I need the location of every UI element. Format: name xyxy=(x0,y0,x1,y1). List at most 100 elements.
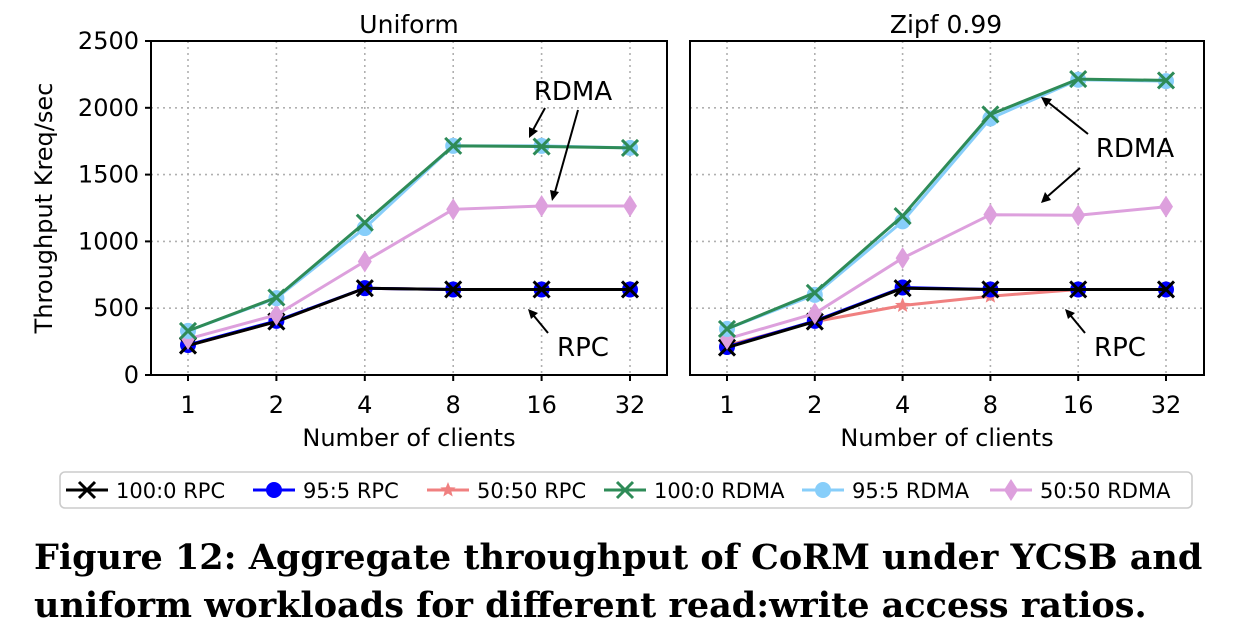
series-line-100-0-rpc xyxy=(726,286,1166,350)
x-tick-label: 8 xyxy=(983,391,998,419)
legend-marker xyxy=(1004,479,1018,501)
legend-label: 95:5 RPC xyxy=(303,479,399,503)
x-tick-label: 16 xyxy=(1063,391,1094,419)
data-point-100-0-rpc xyxy=(532,280,551,299)
x-tick-label: 1 xyxy=(719,391,734,419)
annotation-rpc: RPC xyxy=(557,333,609,363)
x-tick-label: 4 xyxy=(895,391,910,419)
y-tick-label: 0 xyxy=(124,361,139,389)
data-point-50-50-rpc xyxy=(895,297,911,312)
y-tick-label: 2000 xyxy=(78,94,139,122)
x-tick-label: 32 xyxy=(1151,391,1182,419)
data-point-100-0-rdma xyxy=(267,288,286,307)
arrowhead xyxy=(1041,192,1051,203)
legend-marker xyxy=(77,480,97,500)
legend-item-95-5-rpc: 95:5 RPC xyxy=(253,479,399,503)
series-100-0-rdma xyxy=(717,70,1176,338)
series-line-95-5-rdma xyxy=(187,144,631,333)
series-line-95-5-rdma xyxy=(726,78,1167,331)
legend-marker xyxy=(266,482,282,498)
data-point-100-0-rdma xyxy=(620,138,640,157)
arrowhead xyxy=(550,190,559,201)
data-point-100-0-rpc xyxy=(981,280,1000,299)
arrowhead xyxy=(529,127,538,138)
figure-caption: Figure 12: Aggregate throughput of CoRM … xyxy=(34,537,1203,626)
data-point-100-0-rdma xyxy=(178,321,198,340)
legend-label: 50:50 RDMA xyxy=(1040,479,1171,503)
figure-chart: Uniform 0 500 1000 1500 2000 2500 1 2 4 8 16 32 Nu… xyxy=(30,10,1205,509)
x-axis-label: Number of clients xyxy=(840,424,1053,452)
data-point-100-0-rdma xyxy=(355,213,374,232)
x-tick-label: 4 xyxy=(357,391,372,419)
x-tick-label: 2 xyxy=(269,391,284,419)
panel-zipf: Zipf 0.99 1 2 4 8 16 32 Number of clients RDM… xyxy=(689,10,1205,452)
data-point-100-0-rdma xyxy=(981,105,1000,124)
data-point-50-50-rdma xyxy=(446,198,461,221)
data-point-50-50-rdma xyxy=(895,247,910,270)
data-point-100-0-rdma xyxy=(1069,70,1088,89)
legend-marker xyxy=(815,482,831,498)
data-point-50-50-rdma xyxy=(1159,195,1173,218)
legend-marker xyxy=(615,480,635,500)
legend-label: 95:5 RDMA xyxy=(852,479,970,503)
x-tick-label: 16 xyxy=(526,391,557,419)
arrowhead xyxy=(1065,309,1075,319)
gridlines xyxy=(690,40,1204,376)
series-line-50-50-rdma xyxy=(726,205,1167,341)
data-point-50-50-rdma xyxy=(269,303,284,326)
annotation-rpc: RPC xyxy=(1094,333,1146,363)
data-point-100-0-rdma xyxy=(1156,71,1176,90)
series-95-5-rdma xyxy=(719,71,1174,337)
data-point-100-0-rdma xyxy=(717,319,737,338)
panel-uniform: Uniform 0 500 1000 1500 2000 2500 1 2 4 8 16 32 Nu… xyxy=(30,10,668,452)
x-tick-label: 1 xyxy=(180,391,195,419)
arrowhead xyxy=(528,309,538,319)
annotation-arrow xyxy=(533,315,549,334)
y-axis-ticks: 0 500 1000 1500 2000 2500 xyxy=(78,27,151,389)
data-point-100-0-rpc xyxy=(1156,280,1176,299)
annotation-arrow xyxy=(1047,167,1081,197)
y-tick-label: 1500 xyxy=(78,161,139,189)
legend-item-50-50-rdma: 50:50 RDMA xyxy=(990,479,1171,503)
series-line-100-0-rdma xyxy=(187,144,631,333)
data-point-100-0-rdma xyxy=(532,137,551,156)
data-point-50-50-rdma xyxy=(983,203,998,226)
arrowhead xyxy=(1041,97,1052,107)
y-tick-label: 1000 xyxy=(78,227,139,255)
panel-title-uniform: Uniform xyxy=(359,10,458,39)
legend: 100:0 RPC 95:5 RPC 50:50 RPC 100:0 RDMA 95:5… xyxy=(59,471,1193,509)
legend-item-50-50-rpc: 50:50 RPC xyxy=(427,479,586,503)
series-100-0-rdma xyxy=(178,136,640,340)
annotation-arrow xyxy=(532,107,546,131)
legend-label: 100:0 RPC xyxy=(116,479,225,503)
data-point-100-0-rpc xyxy=(620,280,640,299)
panel-title-zipf: Zipf 0.99 xyxy=(890,10,1002,39)
data-point-100-0-rdma xyxy=(444,136,463,155)
series-line-100-0-rpc xyxy=(187,286,630,348)
annotation-rdma: RDMA xyxy=(1096,134,1175,164)
plot-frame xyxy=(150,40,668,376)
series-layer xyxy=(717,70,1176,357)
y-axis-label: Throughput Kreq/sec xyxy=(30,83,58,335)
legend-item-100-0-rpc: 100:0 RPC xyxy=(66,479,225,503)
x-tick-label: 32 xyxy=(615,391,646,419)
legend-label: 50:50 RPC xyxy=(477,479,586,503)
data-point-50-50-rdma xyxy=(534,194,549,217)
series-layer xyxy=(178,136,640,355)
annotation-arrow xyxy=(1070,315,1086,334)
data-point-95-5-rdma xyxy=(894,213,911,230)
annotation-arrow xyxy=(554,109,579,193)
data-point-100-0-rpc xyxy=(355,279,374,298)
x-axis-ticks: 1 2 4 8 16 32 xyxy=(180,375,645,419)
x-axis-ticks: 1 2 4 8 16 32 xyxy=(719,375,1181,419)
annotation-rdma: RDMA xyxy=(534,77,613,107)
series-50-50-rdma xyxy=(181,194,637,350)
data-point-50-50-rdma xyxy=(1071,204,1086,227)
data-point-50-50-rdma xyxy=(357,250,372,273)
legend-marker xyxy=(440,482,456,497)
y-tick-label: 2500 xyxy=(78,27,139,55)
series-100-0-rpc xyxy=(717,279,1176,357)
data-point-100-0-rdma xyxy=(893,206,912,226)
plot-frame xyxy=(689,40,1205,376)
data-point-95-5-rdma xyxy=(356,220,373,237)
